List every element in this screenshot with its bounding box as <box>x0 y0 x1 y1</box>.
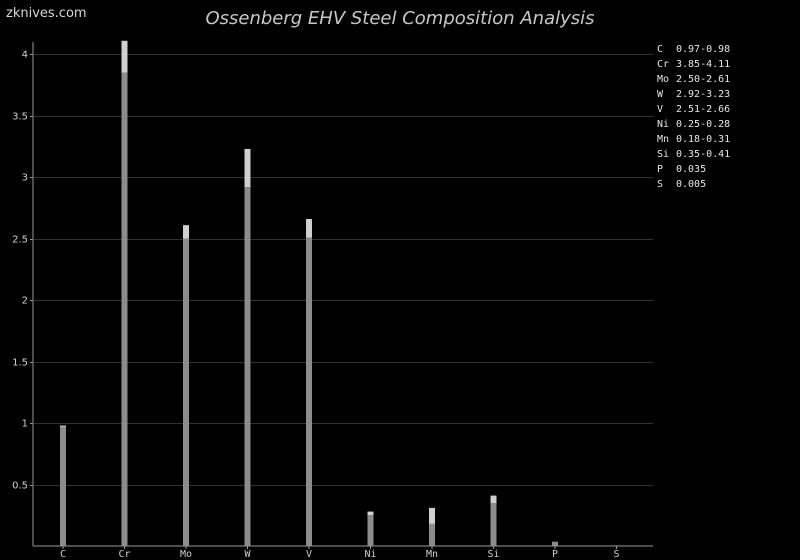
bar-min-cr <box>121 72 128 547</box>
legend-entry: Mo 2.50-2.61 <box>657 72 730 87</box>
bar-range-v <box>306 219 312 238</box>
x-tick-label: Si <box>487 549 499 560</box>
legend-range: 2.92-3.23 <box>676 89 731 100</box>
legend-element: Mn <box>657 134 670 145</box>
legend-entry: C 0.97-0.98 <box>657 42 730 57</box>
bar-range-mo <box>183 225 189 239</box>
y-tick-label: 0.5 <box>12 481 28 492</box>
legend-element: V <box>657 104 664 115</box>
bar-range-cr <box>121 40 128 73</box>
x-tick-label: Cr <box>118 549 130 560</box>
legend-element: C <box>657 44 664 55</box>
bar-min-s <box>613 545 620 546</box>
bar-range-si <box>490 495 497 503</box>
site-brand[interactable]: zknives.com <box>6 6 87 21</box>
legend-range: 2.51-2.66 <box>676 104 731 115</box>
legend-entry: Cr 3.85-4.11 <box>657 57 730 72</box>
bar-range-mn <box>429 507 435 524</box>
x-tick-label: C <box>60 549 66 560</box>
legend-range: 0.005 <box>676 179 707 190</box>
legend-element: Si <box>657 149 670 160</box>
x-tick-label: Mn <box>426 549 438 560</box>
chart-title: Ossenberg EHV Steel Composition Analysis <box>205 8 595 29</box>
legend-range: 0.25-0.28 <box>676 119 731 130</box>
legend-entry: V 2.51-2.66 <box>657 102 730 117</box>
y-tick-label: 1 <box>22 419 28 430</box>
legend-element: S <box>657 179 664 190</box>
x-tick-label: Mo <box>180 549 192 560</box>
legend-entry: Mn 0.18-0.31 <box>657 132 730 147</box>
legend-element: Cr <box>657 59 670 70</box>
y-tick-label: 1.5 <box>12 358 28 369</box>
legend-range: 0.035 <box>676 164 707 175</box>
y-tick-label: 3.5 <box>12 112 28 123</box>
bar-range-ni <box>367 511 374 516</box>
legend-range: 0.35-0.41 <box>676 149 731 160</box>
bar-range-w <box>244 148 251 188</box>
x-tick-label: V <box>306 549 312 560</box>
composition-legend: C 0.97-0.98 Cr 3.85-4.11 Mo 2.50-2.61 W 2.92-3.… <box>657 42 730 192</box>
x-tick-label: S <box>613 549 619 560</box>
x-tick-label: P <box>552 549 558 560</box>
x-tick-label: Ni <box>364 549 376 560</box>
bar-min-w <box>244 187 251 547</box>
legend-element: P <box>657 164 664 175</box>
legend-element: Mo <box>657 74 670 85</box>
legend-entry: Si 0.35-0.41 <box>657 147 730 162</box>
bar-min-ni <box>367 515 374 546</box>
bar-min-c <box>60 426 66 546</box>
bar-min-si <box>490 502 497 546</box>
bar-min-p <box>552 541 558 546</box>
legend-element: Ni <box>657 119 670 130</box>
y-tick-label: 2 <box>22 296 28 307</box>
legend-entry: P 0.035 <box>657 162 730 177</box>
legend-entry: S 0.005 <box>657 177 730 192</box>
legend-range: 0.18-0.31 <box>676 134 731 145</box>
bar-range-c <box>60 425 66 427</box>
legend-entry: W 2.92-3.23 <box>657 87 730 102</box>
y-tick-label: 3 <box>22 173 28 184</box>
y-tick-label: 4 <box>22 50 28 61</box>
legend-range: 2.50-2.61 <box>676 74 731 85</box>
legend-entry: Ni 0.25-0.28 <box>657 117 730 132</box>
legend-range: 0.97-0.98 <box>676 44 731 55</box>
bar-min-mn <box>429 523 435 546</box>
legend-element: W <box>657 89 664 100</box>
legend-range: 3.85-4.11 <box>676 59 731 70</box>
y-tick-label: 2.5 <box>12 235 28 246</box>
bar-min-v <box>306 237 312 546</box>
bar-min-mo <box>183 238 189 546</box>
x-tick-label: W <box>244 549 251 560</box>
